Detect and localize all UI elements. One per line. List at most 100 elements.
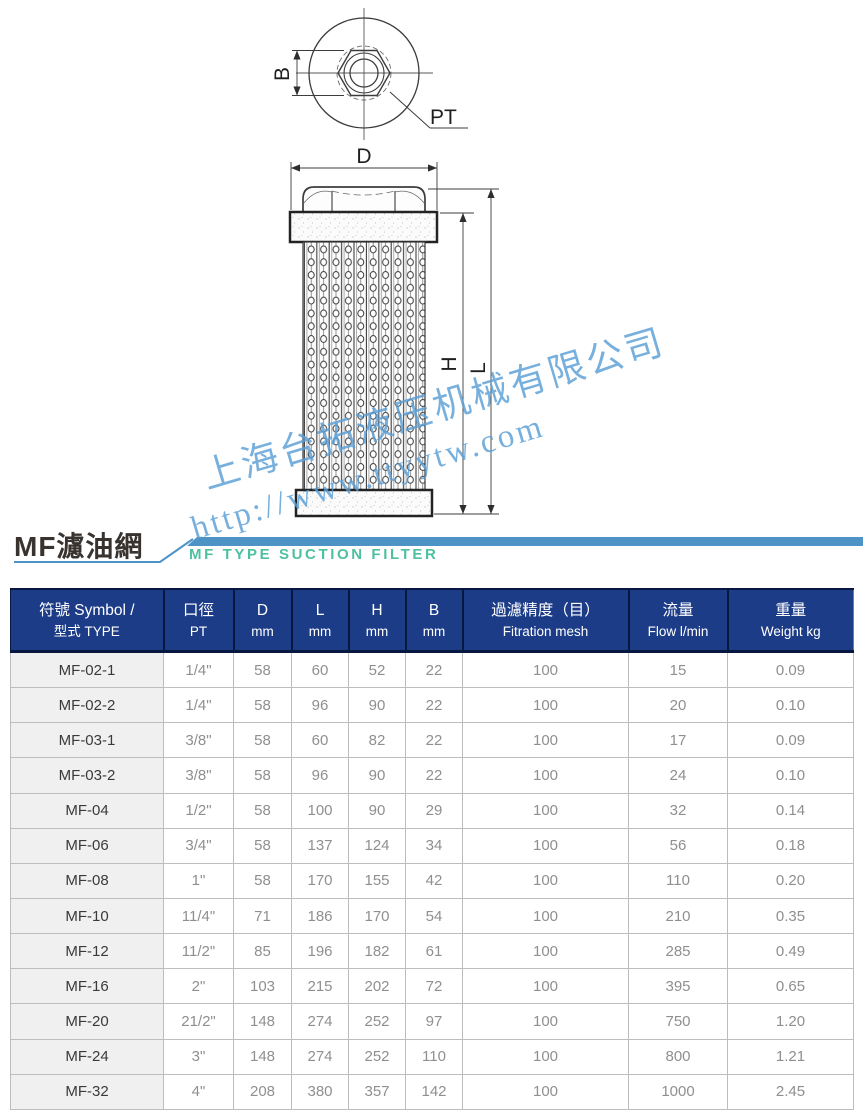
model-cell: MF-02-2 [10,687,164,724]
value-cell: 61 [405,933,463,970]
model-cell: MF-20 [10,1003,164,1040]
value-cell: 182 [348,933,406,970]
value-cell: 58 [233,792,292,829]
value-cell: 202 [348,968,406,1005]
value-cell: 3/8" [163,722,234,759]
value-cell: 103 [233,968,292,1005]
value-cell: 0.09 [727,722,854,759]
value-cell: 2.45 [727,1073,854,1110]
value-cell: 20 [628,687,728,724]
value-cell: 82 [348,722,406,759]
value-cell: 0.20 [727,862,854,899]
column-header: 符號 Symbol / 型式 TYPE [10,588,164,653]
value-cell: 100 [462,1038,629,1075]
value-cell: 196 [291,933,349,970]
value-cell: 96 [291,757,349,794]
value-cell: 100 [462,687,629,724]
value-cell: 34 [405,827,463,864]
value-cell: 1" [163,862,234,899]
value-cell: 380 [291,1073,349,1110]
value-cell: 54 [405,897,463,935]
model-cell: MF-04 [10,792,164,829]
value-cell: 11/4" [163,897,234,935]
value-cell: 170 [291,862,349,899]
value-cell: 1000 [628,1073,728,1110]
value-cell: 100 [462,897,629,935]
value-cell: 3/4" [163,827,234,864]
table-row: MF-16 2" 103 215 202 72 100 395 0.65 [10,968,854,1005]
dim-label-b: B [271,67,294,81]
value-cell: 29 [405,792,463,829]
value-cell: 100 [462,792,629,829]
value-cell: 52 [348,650,406,689]
value-cell: 42 [405,862,463,899]
value-cell: 252 [348,1003,406,1040]
page-title-zh: MF濾油網 [14,531,144,562]
value-cell: 142 [405,1073,463,1110]
value-cell: 252 [348,1038,406,1075]
column-header: 流量 Flow l/min [627,588,728,653]
model-cell: MF-08 [10,862,164,899]
value-cell: 0.18 [727,827,854,864]
value-cell: 208 [233,1073,292,1110]
value-cell: 186 [291,897,349,935]
value-cell: 3/8" [163,757,234,794]
value-cell: 11/2" [163,933,234,970]
value-cell: 170 [348,897,406,935]
value-cell: 15 [628,650,728,689]
value-cell: 357 [348,1073,406,1110]
value-cell: 215 [291,968,349,1005]
value-cell: 60 [291,722,349,759]
value-cell: 0.14 [727,792,854,829]
value-cell: 100 [462,933,629,970]
table-row: MF-32 4" 208 380 357 142 100 1000 2.45 [10,1073,854,1110]
value-cell: 72 [405,968,463,1005]
value-cell: 85 [233,933,292,970]
value-cell: 90 [348,792,406,829]
table-row: MF-12 11/2" 85 196 182 61 100 285 0.49 [10,933,854,970]
value-cell: 60 [291,650,349,689]
table-row: MF-02-1 1/4" 58 60 52 22 100 15 0.09 [10,650,854,689]
value-cell: 0.10 [727,687,854,724]
value-cell: 155 [348,862,406,899]
model-cell: MF-16 [10,968,164,1005]
value-cell: 274 [291,1003,349,1040]
value-cell: 1/2" [163,792,234,829]
value-cell: 58 [233,862,292,899]
value-cell: 100 [462,757,629,794]
value-cell: 100 [462,1073,629,1110]
value-cell: 22 [405,722,463,759]
model-cell: MF-03-2 [10,757,164,794]
value-cell: 1/4" [163,687,234,724]
model-cell: MF-24 [10,1038,164,1075]
model-cell: MF-12 [10,933,164,970]
table-row: MF-02-2 1/4" 58 96 90 22 100 20 0.10 [10,687,854,724]
value-cell: 17 [628,722,728,759]
value-cell: 0.35 [727,897,854,935]
value-cell: 100 [462,1003,629,1040]
value-cell: 0.49 [727,933,854,970]
value-cell: 96 [291,687,349,724]
value-cell: 110 [405,1038,463,1075]
value-cell: 56 [628,827,728,864]
table-row: MF-20 21/2" 148 274 252 97 100 750 1.20 [10,1003,854,1040]
table-row: MF-10 11/4" 71 186 170 54 100 210 0.35 [10,897,854,935]
value-cell: 24 [628,757,728,794]
value-cell: 58 [233,757,292,794]
column-header: 過濾精度（目） Fitration mesh [461,588,629,653]
value-cell: 58 [233,827,292,864]
value-cell: 58 [233,687,292,724]
dim-label-l: L [467,362,490,374]
value-cell: 21/2" [163,1003,234,1040]
front-view [288,162,499,518]
value-cell: 750 [628,1003,728,1040]
value-cell: 0.65 [727,968,854,1005]
section-title: MF濾油網 MF TYPE SUCTION FILTER [0,520,863,582]
model-cell: MF-10 [10,897,164,935]
value-cell: 3" [163,1038,234,1075]
